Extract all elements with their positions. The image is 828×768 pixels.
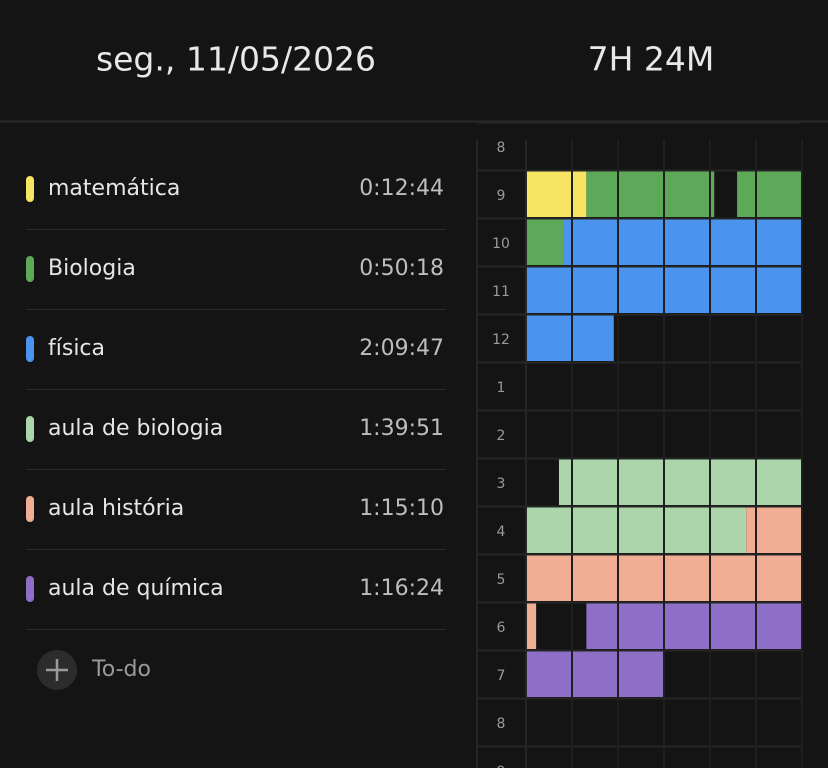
hour-label: 3 (497, 476, 506, 492)
todo-label[interactable]: To-do (91, 657, 151, 682)
hour-label: 9 (497, 188, 506, 204)
subject-time: 0:12:44 (359, 176, 444, 201)
subject-color (26, 416, 34, 442)
hour-label: 2 (497, 428, 506, 444)
subject-color (26, 496, 34, 522)
time-block (527, 219, 564, 265)
time-block (563, 219, 801, 265)
hour-label: 11 (492, 284, 510, 300)
subject-name[interactable]: aula de biologia (48, 416, 223, 441)
hour-label: 8 (497, 716, 506, 732)
time-block (527, 171, 587, 217)
time-block (586, 171, 715, 217)
subject-color (26, 176, 34, 202)
subject-color (26, 576, 34, 602)
hour-label: 5 (497, 572, 506, 588)
subject-time: 0:50:18 (359, 256, 444, 281)
time-block (527, 651, 664, 697)
hour-label: 8 (497, 140, 506, 156)
subject-time: 2:09:47 (359, 336, 444, 361)
time-block (527, 507, 747, 553)
subject-time: 1:39:51 (359, 416, 444, 441)
hour-label: 7 (497, 668, 506, 684)
subject-color (26, 256, 34, 282)
subject-name[interactable]: Biologia (48, 256, 136, 281)
date-title: seg., 11/05/2026 (96, 40, 376, 79)
plus-icon (46, 659, 68, 681)
hour-label: 12 (492, 332, 510, 348)
time-block (586, 603, 801, 649)
time-block (527, 603, 537, 649)
time-block (737, 171, 801, 217)
total-time: 7H 24M (588, 40, 715, 79)
subject-name[interactable]: aula história (48, 496, 184, 521)
hour-label: 4 (497, 524, 506, 540)
subject-time: 1:16:24 (359, 576, 444, 601)
hour-label: 1 (497, 380, 506, 396)
time-block (527, 315, 614, 361)
hour-label: 6 (497, 620, 506, 636)
subject-name[interactable]: matemática (48, 176, 180, 201)
subject-color (26, 336, 34, 362)
subject-time: 1:15:10 (359, 496, 444, 521)
time-block (746, 507, 801, 553)
hour-label: 10 (492, 236, 510, 252)
time-block (558, 459, 801, 505)
subject-name[interactable]: aula de química (48, 576, 224, 601)
subject-name[interactable]: física (48, 336, 105, 361)
hour-label: 9 (497, 764, 506, 768)
